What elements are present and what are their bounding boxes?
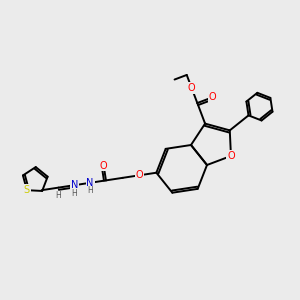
Text: O: O xyxy=(227,151,235,161)
Text: H: H xyxy=(56,191,62,200)
Text: O: O xyxy=(136,170,143,180)
Text: N: N xyxy=(86,178,94,188)
Text: O: O xyxy=(100,160,107,171)
Text: N: N xyxy=(70,180,78,190)
Text: H: H xyxy=(87,186,93,195)
Text: O: O xyxy=(188,83,196,93)
Text: O: O xyxy=(208,92,216,102)
Text: S: S xyxy=(24,185,30,195)
Text: H: H xyxy=(71,189,77,198)
